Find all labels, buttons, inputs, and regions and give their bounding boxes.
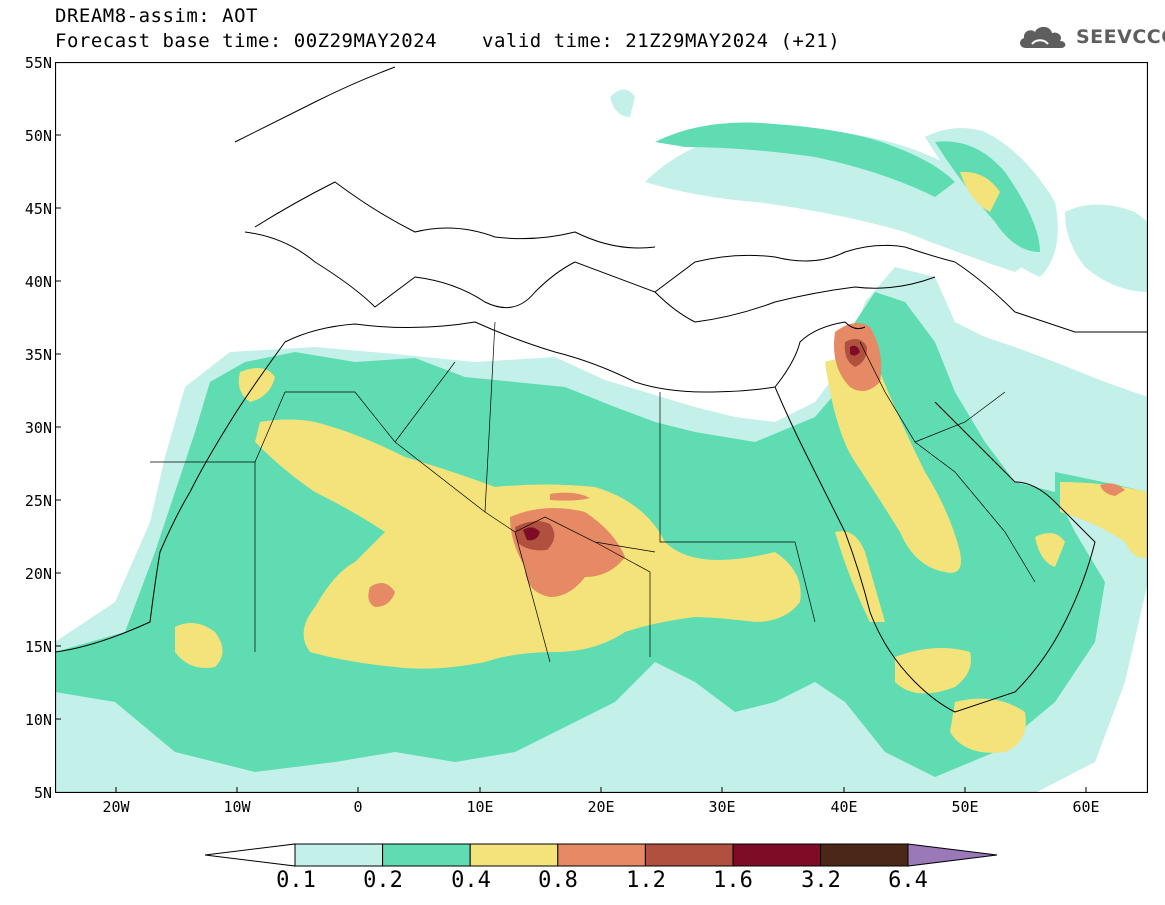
colorbar — [205, 843, 998, 867]
colorbar-label: 3.2 — [801, 868, 841, 893]
valid-time: valid time: 21Z29MAY2024 (+21) — [482, 30, 841, 52]
lat-label: 5N — [33, 784, 52, 802]
lat-label: 50N — [24, 127, 52, 145]
lat-label: 55N — [24, 54, 52, 72]
colorbar-label: 1.6 — [713, 868, 753, 893]
colorbar-label: 0.2 — [363, 868, 403, 893]
lon-label: 10E — [466, 798, 494, 816]
lat-label: 15N — [24, 638, 52, 656]
colorbar-label: 1.2 — [626, 868, 666, 893]
cloud-icon — [1020, 26, 1066, 48]
colorbar-low-arrow — [205, 843, 296, 867]
colorbar-label: 0.4 — [451, 868, 491, 893]
lon-label: 50E — [951, 798, 979, 816]
logo-text: SEEVCCC — [1076, 26, 1165, 48]
colorbar-high-arrow — [907, 843, 998, 867]
aot-contours — [55, 66, 1148, 793]
colorbar-label: 0.1 — [276, 868, 316, 893]
lat-label: 10N — [24, 711, 52, 729]
lon-label: 10W — [223, 798, 251, 816]
lat-label: 20N — [24, 565, 52, 583]
aot-level-1-6 — [523, 345, 860, 541]
lat-label: 45N — [24, 200, 52, 218]
lon-label: 0 — [353, 798, 363, 816]
colorbar-box — [469, 843, 559, 867]
colorbar-box — [732, 843, 822, 867]
lat-label: 30N — [24, 419, 52, 437]
lat-label: 25N — [24, 492, 52, 510]
lat-label: 40N — [24, 273, 52, 291]
colorbar-label: 0.8 — [538, 868, 578, 893]
map-title: DREAM8-assim: AOT — [55, 5, 258, 27]
forecast-base-time: Forecast base time: 00Z29MAY2024 — [55, 30, 438, 52]
lon-label: 40E — [830, 798, 858, 816]
lat-label: 35N — [24, 346, 52, 364]
colorbar-box — [644, 843, 734, 867]
lon-label: 20E — [587, 798, 615, 816]
colorbar-boxes — [294, 843, 909, 867]
country-borders — [150, 321, 1036, 663]
coastlines — [55, 66, 1148, 713]
seevccc-logo: SEEVCCC — [1018, 24, 1165, 50]
lon-label: 60E — [1072, 798, 1100, 816]
aot-map — [55, 62, 1148, 793]
colorbar-box — [294, 843, 384, 867]
lon-label: 30E — [708, 798, 736, 816]
colorbar-label: 6.4 — [888, 868, 928, 893]
colorbar-box — [820, 843, 909, 867]
lon-label: 20W — [102, 798, 130, 816]
colorbar-box — [557, 843, 646, 867]
colorbar-box — [382, 843, 471, 867]
axis-ticks — [55, 134, 1087, 793]
